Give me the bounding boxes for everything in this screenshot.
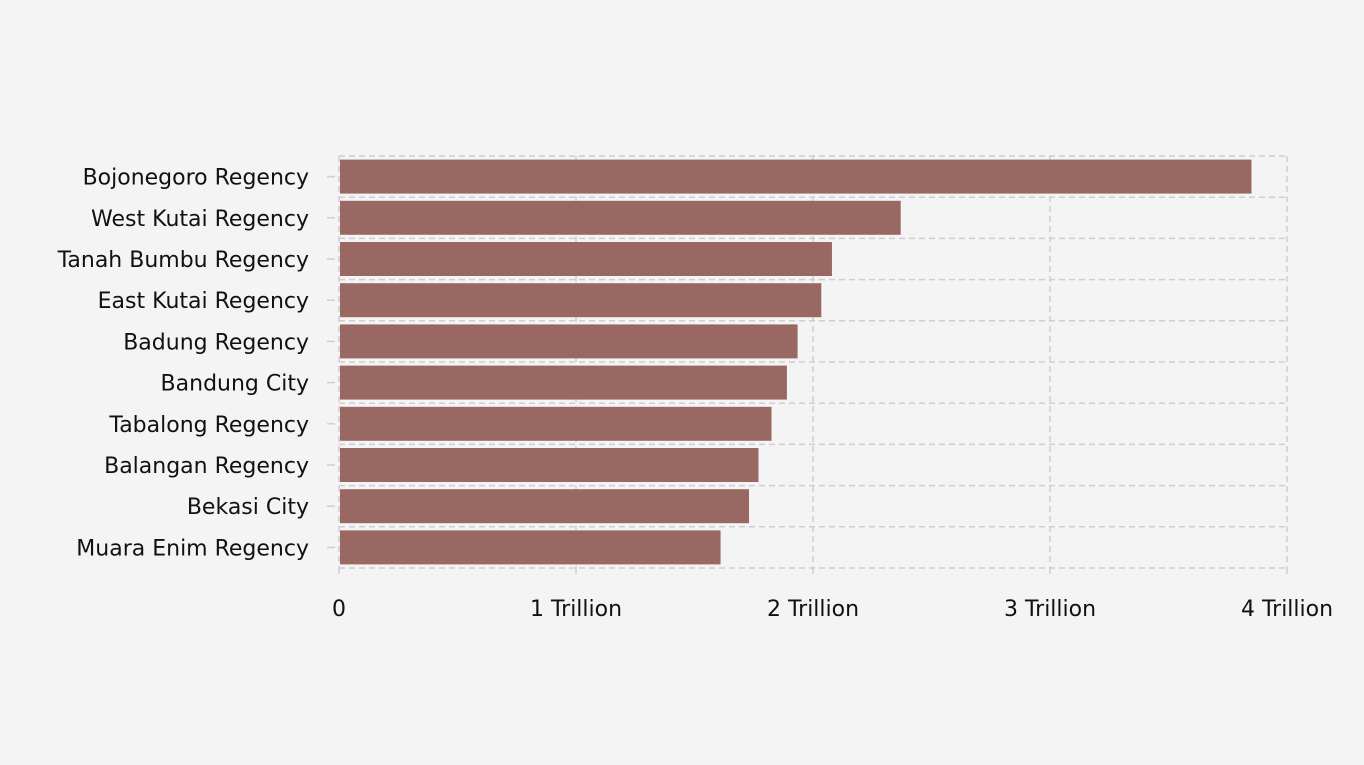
y-tick-label: Bandung City: [161, 372, 309, 397]
y-tick-label: West Kutai Regency: [91, 207, 309, 232]
bars-layer: [340, 159, 1252, 565]
x-tick-label: 3 Trillion: [1004, 597, 1096, 622]
x-tick-label: 1 Trillion: [530, 597, 622, 622]
bar[interactable]: [340, 489, 750, 524]
y-tick-label: Tanah Bumbu Regency: [57, 248, 309, 273]
bar[interactable]: [340, 159, 1252, 194]
grid-layer: [338, 155, 1288, 569]
y-axis-labels: Bojonegoro Regency West Kutai Regency Tana…: [57, 166, 335, 561]
x-axis-labels: 0 1 Trillion 2 Trillion 3 Trillion 4 Trillio…: [332, 568, 1333, 622]
bar[interactable]: [340, 242, 832, 276]
y-tick-label: Badung Regency: [123, 330, 309, 355]
x-tick-label: 0: [332, 597, 346, 622]
y-tick-label: East Kutai Regency: [98, 289, 309, 314]
bar[interactable]: [340, 406, 772, 441]
bar[interactable]: [340, 530, 721, 565]
bar[interactable]: [340, 283, 822, 318]
y-tick-label: Muara Enim Regency: [76, 536, 309, 561]
bar[interactable]: [340, 365, 787, 400]
y-tick-label: Tabalong Regency: [108, 413, 309, 438]
x-tick-label: 2 Trillion: [767, 597, 859, 622]
y-tick-label: Bojonegoro Regency: [83, 166, 309, 191]
bar[interactable]: [340, 448, 759, 482]
x-tick-label: 4 Trillion: [1241, 597, 1333, 622]
bar[interactable]: [340, 324, 798, 359]
bar[interactable]: [340, 200, 901, 235]
y-tick-label: Balangan Regency: [104, 454, 309, 479]
y-tick-label: Bekasi City: [187, 495, 309, 520]
